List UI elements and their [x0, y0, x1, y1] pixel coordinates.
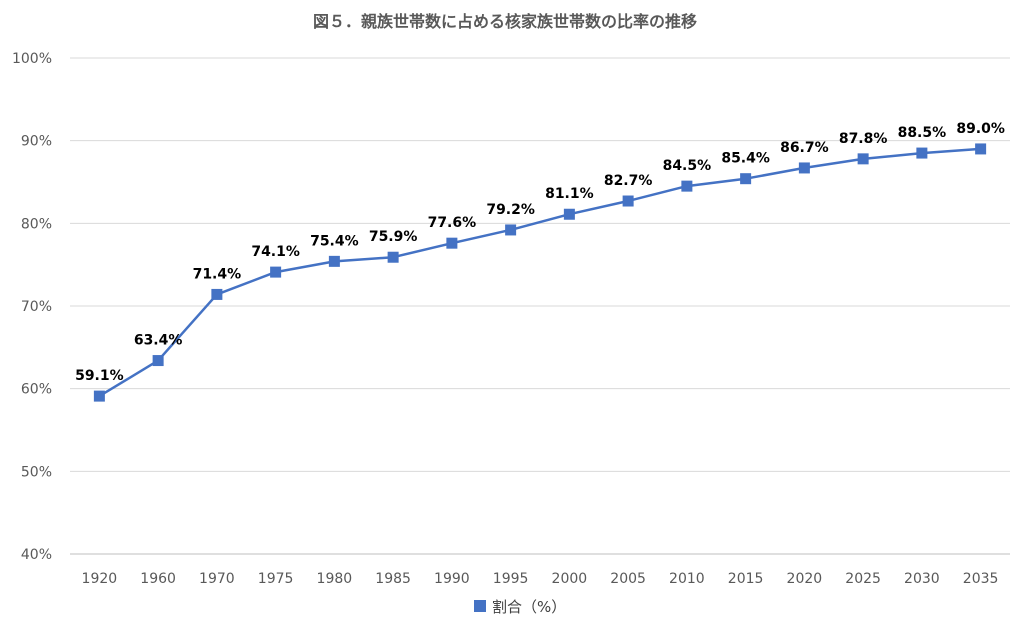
- data-label: 82.7%: [604, 173, 653, 189]
- data-label: 89.0%: [956, 121, 1005, 137]
- y-tick-label: 80%: [21, 216, 52, 232]
- data-point: [975, 143, 987, 155]
- x-tick-label: 1920: [82, 571, 118, 587]
- x-tick-label: 1980: [317, 571, 353, 587]
- data-point: [505, 224, 517, 236]
- data-label: 84.5%: [663, 158, 712, 174]
- x-tick-label: 2025: [845, 571, 881, 587]
- legend-marker: [474, 600, 486, 612]
- y-tick-label: 40%: [21, 547, 52, 563]
- data-label: 85.4%: [721, 151, 770, 167]
- y-tick-label: 50%: [21, 464, 52, 480]
- data-point: [446, 237, 458, 249]
- y-axis-ticks: 40% 50% 60% 70% 80% 90% 100%: [12, 51, 52, 563]
- series-group: [93, 143, 987, 402]
- data-label: 79.2%: [486, 202, 535, 218]
- series-line: [98, 147, 981, 398]
- data-label: 63.4%: [134, 333, 183, 349]
- data-label: 71.4%: [193, 266, 242, 282]
- x-tick-label: 2015: [728, 571, 764, 587]
- x-tick-label: 2030: [904, 571, 940, 587]
- data-point: [563, 208, 575, 220]
- x-tick-label: 1975: [258, 571, 294, 587]
- data-label: 88.5%: [898, 125, 947, 141]
- data-point: [916, 147, 928, 159]
- legend: 割合（%）: [474, 598, 566, 616]
- x-tick-label: 2000: [552, 571, 588, 587]
- data-point: [740, 173, 752, 185]
- data-label: 86.7%: [780, 140, 829, 156]
- chart-title: 図５．親族世帯数に占める核家族世帯数の比率の推移: [313, 12, 697, 31]
- data-point: [622, 195, 634, 207]
- data-point: [798, 162, 810, 174]
- data-label: 75.4%: [310, 233, 359, 249]
- y-tick-label: 90%: [21, 134, 52, 150]
- data-point: [857, 153, 869, 165]
- data-point: [387, 251, 399, 263]
- x-tick-label: 2005: [610, 571, 646, 587]
- data-point: [211, 288, 223, 300]
- y-tick-label: 70%: [21, 299, 52, 315]
- data-label: 74.1%: [251, 244, 300, 260]
- x-tick-label: 1960: [140, 571, 176, 587]
- data-label: 87.8%: [839, 131, 888, 147]
- data-point: [681, 180, 693, 192]
- x-tick-label: 1970: [199, 571, 235, 587]
- y-tick-label: 60%: [21, 382, 52, 398]
- x-axis-ticks: 1920 1960 1970 1975 1980 1985 1990 1995 2000 2005…: [82, 571, 999, 587]
- data-point: [152, 355, 164, 367]
- data-point: [93, 390, 105, 402]
- data-label: 81.1%: [545, 186, 594, 202]
- data-label: 77.6%: [428, 215, 477, 231]
- data-label: 75.9%: [369, 229, 418, 245]
- data-label: 59.1%: [75, 368, 124, 384]
- x-tick-label: 2010: [669, 571, 705, 587]
- x-tick-label: 2035: [963, 571, 999, 587]
- x-tick-label: 2020: [787, 571, 823, 587]
- data-labels: 59.1% 63.4% 71.4% 74.1% 75.4% 75.9% 77.6% 79.2%…: [75, 121, 1005, 384]
- data-point: [270, 266, 282, 278]
- data-point: [328, 255, 340, 267]
- x-tick-label: 1990: [434, 571, 470, 587]
- x-tick-label: 1985: [375, 571, 411, 587]
- y-tick-label: 100%: [12, 51, 52, 67]
- x-tick-label: 1995: [493, 571, 529, 587]
- legend-label: 割合（%）: [492, 598, 566, 616]
